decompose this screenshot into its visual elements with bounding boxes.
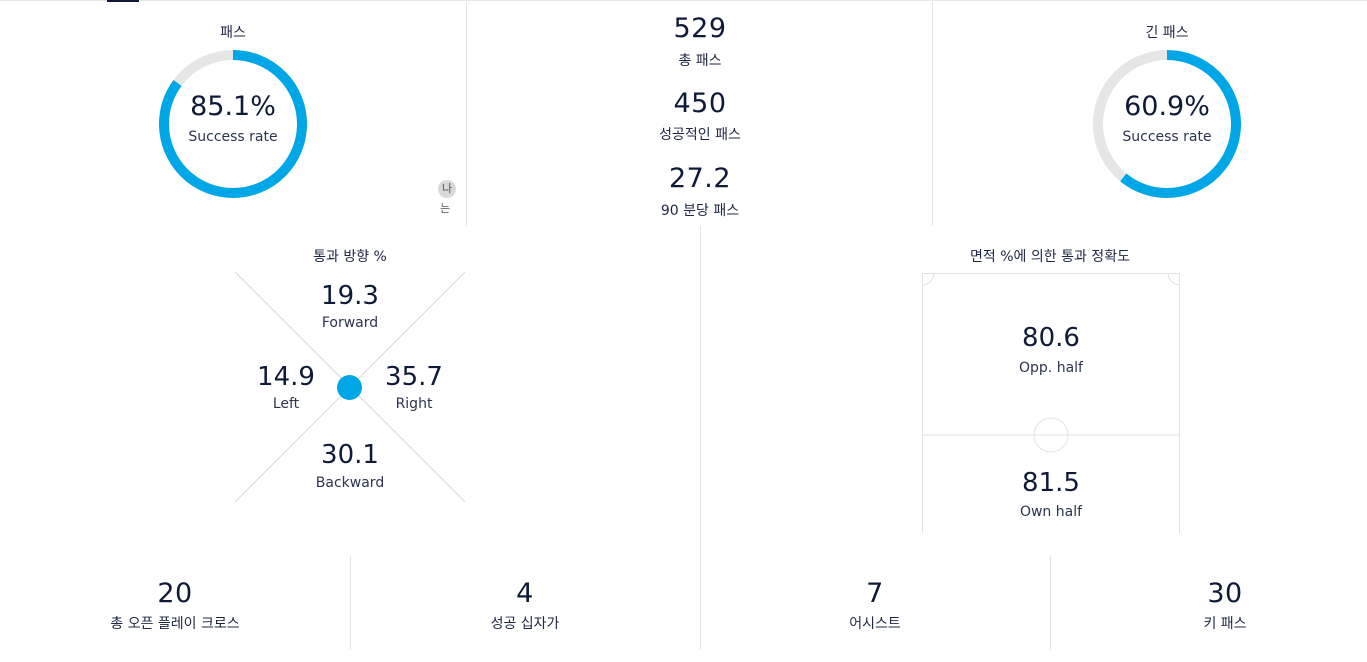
divider: [700, 226, 701, 650]
passes-success-ring: [159, 50, 307, 198]
ring-progress: [159, 50, 307, 198]
long-passes-success-percent: 60.9%: [1124, 91, 1210, 122]
forward-value: 19.3: [321, 281, 379, 311]
open-play-crosses-value: 20: [157, 578, 193, 609]
direction-center-dot: [337, 375, 362, 400]
forward-label: Forward: [321, 315, 379, 331]
divider: [932, 2, 933, 226]
right-label: Right: [395, 396, 433, 412]
successful-crosses-value: 4: [516, 578, 534, 609]
long-passes-success-ring: [1093, 50, 1241, 198]
successful-passes-label: 성공적인 패스: [659, 127, 741, 143]
opp-half-label: Opp. half: [1019, 360, 1083, 376]
info-badge-text: 는: [440, 202, 451, 215]
left-value: 14.9: [257, 362, 315, 392]
total-passes-value: 529: [673, 13, 727, 44]
backward-label: Backward: [315, 475, 385, 491]
own-half-value: 81.5: [1022, 468, 1080, 498]
assists-label: 어시스트: [849, 616, 901, 632]
passes-title: 패스: [220, 25, 246, 41]
passes-per-90-value: 27.2: [668, 163, 732, 194]
divider: [466, 2, 467, 226]
pitch-diagram: [922, 273, 1180, 533]
own-half-label: Own half: [1019, 504, 1083, 520]
pass-direction-title: 통과 방향 %: [313, 249, 387, 265]
opp-half-value: 80.6: [1022, 323, 1080, 353]
area-accuracy-title: 면적 %에 의한 통과 정확도: [970, 249, 1130, 265]
info-badge[interactable]: 나: [438, 180, 456, 198]
active-tab-indicator: [107, 0, 139, 2]
key-passes-label: 키 패스: [1203, 616, 1247, 632]
open-play-crosses-label: 총 오픈 플레이 크로스: [110, 616, 240, 632]
left-label: Left: [272, 396, 300, 412]
divider: [350, 556, 351, 650]
backward-value: 30.1: [321, 440, 379, 470]
long-passes-title: 긴 패스: [1145, 25, 1189, 41]
successful-passes-value: 450: [673, 88, 727, 119]
assists-value: 7: [866, 578, 884, 609]
passes-per-90-label: 90 분당 패스: [660, 203, 740, 219]
key-passes-value: 30: [1207, 578, 1243, 609]
passes-success-label: Success rate: [188, 129, 278, 145]
ring-progress: [1093, 50, 1241, 198]
total-passes-label: 총 패스: [678, 53, 722, 69]
right-value: 35.7: [385, 362, 443, 392]
long-passes-success-label: Success rate: [1122, 129, 1212, 145]
divider: [1050, 556, 1051, 650]
successful-crosses-label: 성공 십자가: [490, 616, 560, 632]
top-divider: [0, 0, 1367, 1]
passes-success-percent: 85.1%: [190, 91, 276, 122]
